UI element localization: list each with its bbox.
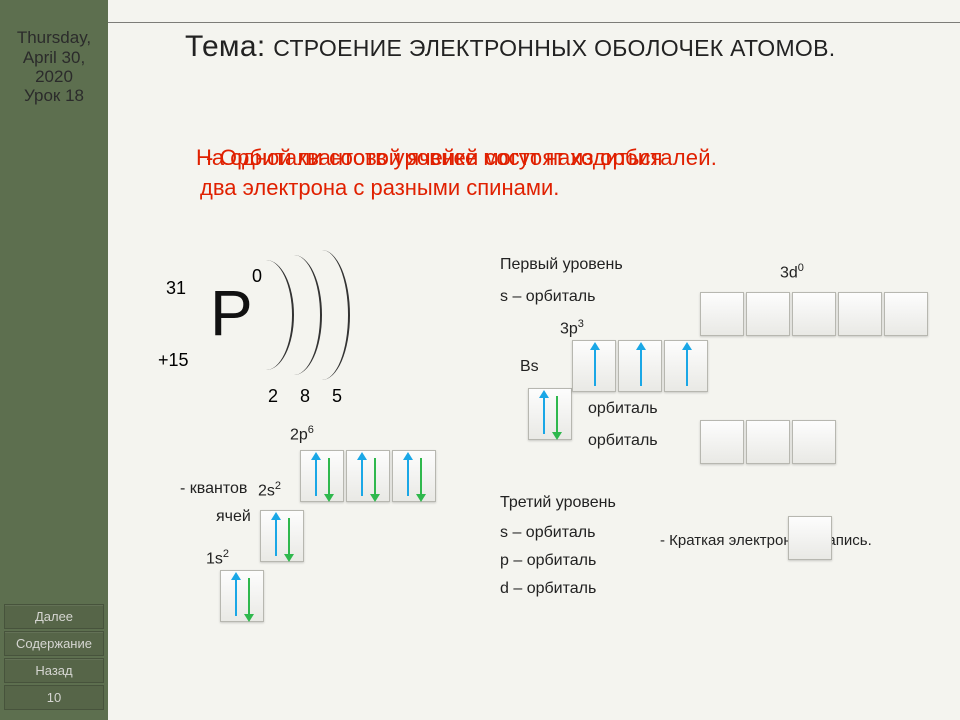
group_3p-cell-0: [572, 340, 616, 392]
up-arrow-icon: [407, 458, 409, 496]
label-level1: Первый уровень: [500, 256, 623, 274]
mass-number: 31: [166, 278, 186, 299]
group_2p-cell-2: [392, 450, 436, 502]
label-s-orbital-1: s – орбиталь: [500, 288, 595, 306]
down-arrow-icon: [288, 518, 290, 556]
label-2s2: 2s2: [258, 480, 281, 500]
shell-arc-3: [322, 250, 350, 380]
group_3d-cell-1: [746, 292, 790, 336]
shell-arc-2: [294, 255, 322, 375]
title-lead: Тема:: [185, 30, 265, 63]
label-1s2: 1s2: [206, 548, 229, 568]
extra_row2-cell-0: [788, 516, 832, 560]
next-button[interactable]: Далее: [4, 604, 104, 629]
down-arrow-icon: [248, 578, 250, 616]
label-s-orbital-3: s – орбиталь: [500, 524, 595, 542]
down-arrow-icon: [374, 458, 376, 496]
page-number: 10: [4, 685, 104, 710]
label-3p3: 3p3: [560, 318, 584, 338]
nav-buttons: Далее Содержание Назад 10: [4, 602, 104, 710]
date-label: Thursday, April 30, 2020: [4, 28, 104, 87]
page-title: Тема: Строение электронных оболочек атом…: [185, 30, 835, 64]
lesson-label: Урок 18: [4, 86, 104, 106]
label-level3: Третий уровень: [500, 494, 616, 512]
label-2p6: 2p6: [290, 424, 314, 444]
group_3s-cell-0: [528, 388, 572, 440]
group_2p-cell-0: [300, 450, 344, 502]
down-arrow-icon: [420, 458, 422, 496]
red-line-2: два электрона с разными спинами.: [200, 173, 559, 203]
extra_row1-cell-2: [792, 420, 836, 464]
group_3d-cell-2: [792, 292, 836, 336]
label-orbital-1: орбиталь: [588, 400, 658, 418]
down-arrow-icon: [328, 458, 330, 496]
red-text: - Орбитали соотв уровней состоят из орби…: [200, 143, 559, 203]
oxidation-zero: 0: [252, 266, 262, 287]
label-brief: - Краткая электронная запись.: [660, 532, 872, 549]
toc-button[interactable]: Содержание: [4, 631, 104, 656]
up-arrow-icon: [543, 396, 545, 434]
title-rest: Строение электронных оболочек атомов.: [273, 35, 835, 61]
extra_row1-cell-1: [746, 420, 790, 464]
up-arrow-icon: [594, 348, 596, 386]
group_3d-cell-0: [700, 292, 744, 336]
sidebar: Thursday, April 30, 2020 Урок 18 Далее С…: [0, 0, 108, 720]
label-orbital-2: орбиталь: [588, 432, 658, 450]
down-arrow-icon: [556, 396, 558, 434]
shell-count-1: 2: [268, 386, 278, 407]
group_3p-cell-2: [664, 340, 708, 392]
red-line-1b: На одной квантовой ячейке могут находить…: [196, 143, 662, 173]
label-3d0: 3d0: [780, 262, 804, 282]
top-rule: [108, 22, 960, 23]
label-kvantov: - квантов: [180, 480, 247, 498]
up-arrow-icon: [275, 518, 277, 556]
group_1s-cell-0: [220, 570, 264, 622]
group_2p-cell-1: [346, 450, 390, 502]
up-arrow-icon: [361, 458, 363, 496]
label-d-orbital-3: d – орбиталь: [500, 580, 596, 598]
shell-arc-1: [266, 260, 294, 370]
group_3d-cell-3: [838, 292, 882, 336]
element-symbol: P: [210, 276, 253, 350]
up-arrow-icon: [235, 578, 237, 616]
up-arrow-icon: [640, 348, 642, 386]
back-button[interactable]: Назад: [4, 658, 104, 683]
label-yachei: ячей: [216, 508, 251, 526]
up-arrow-icon: [315, 458, 317, 496]
label-3s2: Вs: [520, 358, 539, 376]
shell-count-2: 8: [300, 386, 310, 407]
label-p-orbital-3: p – орбиталь: [500, 552, 596, 570]
extra_row1-cell-0: [700, 420, 744, 464]
atomic-charge: +15: [158, 350, 189, 371]
up-arrow-icon: [686, 348, 688, 386]
group_2s-cell-0: [260, 510, 304, 562]
group_3d-cell-4: [884, 292, 928, 336]
shell-count-3: 5: [332, 386, 342, 407]
group_3p-cell-1: [618, 340, 662, 392]
